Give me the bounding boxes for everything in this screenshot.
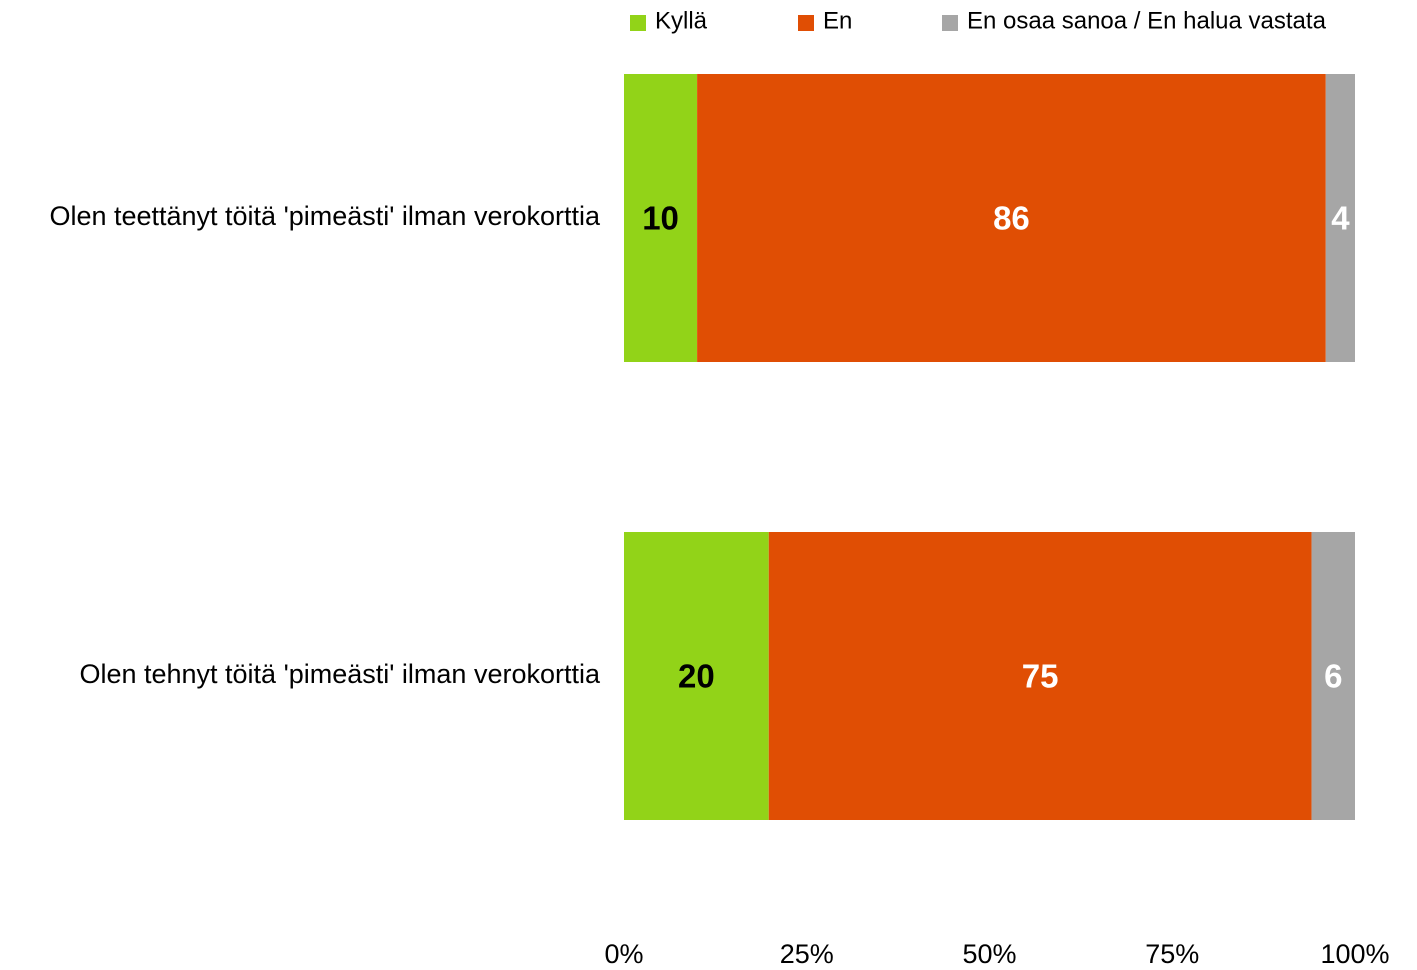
data-label: 4 [1331, 200, 1350, 237]
x-axis-tick-labels: 0% 25% 50% 75% 100% [604, 939, 1389, 969]
data-label: 20 [678, 658, 715, 695]
legend-item-en-osaa-sanoa-en-halua-vastata: En osaa sanoa / En halua vastata [942, 7, 1327, 34]
chart-legend: Kyllä En En osaa sanoa / En halua vastata [630, 7, 1327, 34]
bar-segment-kylla [624, 74, 698, 362]
x-tick-label: 0% [604, 939, 643, 969]
legend-item-en: En [798, 7, 852, 34]
category-labels: Olen teettänyt töitä 'pimeästi' ilman ve… [49, 201, 601, 689]
data-labels: 10 86 4 20 75 6 [642, 200, 1350, 695]
bar-segment-en-osaa-sanoa-en-halua-vastata [1311, 532, 1355, 820]
x-tick-label: 50% [962, 939, 1016, 969]
data-label: 10 [642, 200, 679, 237]
category-label: Olen tehnyt töitä 'pimeästi' ilman verok… [79, 659, 601, 689]
bar-segment-en [697, 74, 1326, 362]
legend-item-kylla: Kyllä [630, 7, 708, 34]
bar-segment-en [768, 532, 1312, 820]
legend-label: En osaa sanoa / En halua vastata [967, 7, 1327, 34]
category-label: Olen teettänyt töitä 'pimeästi' ilman ve… [49, 201, 601, 231]
x-tick-label: 75% [1145, 939, 1199, 969]
data-label: 6 [1324, 658, 1342, 695]
bar-row [624, 532, 1355, 820]
legend-swatch [630, 15, 646, 31]
x-tick-label: 25% [780, 939, 834, 969]
data-label: 86 [993, 200, 1030, 237]
data-label: 75 [1022, 658, 1059, 695]
legend-swatch [798, 15, 814, 31]
bar-row [624, 74, 1355, 362]
legend-label: Kyllä [655, 7, 708, 34]
legend-swatch [942, 15, 958, 31]
x-tick-label: 100% [1320, 939, 1389, 969]
legend-label: En [823, 7, 852, 34]
bar-segment-kylla [624, 532, 769, 820]
bar-segment-en-osaa-sanoa-en-halua-vastata [1325, 74, 1355, 362]
bar-segments [624, 74, 1355, 820]
